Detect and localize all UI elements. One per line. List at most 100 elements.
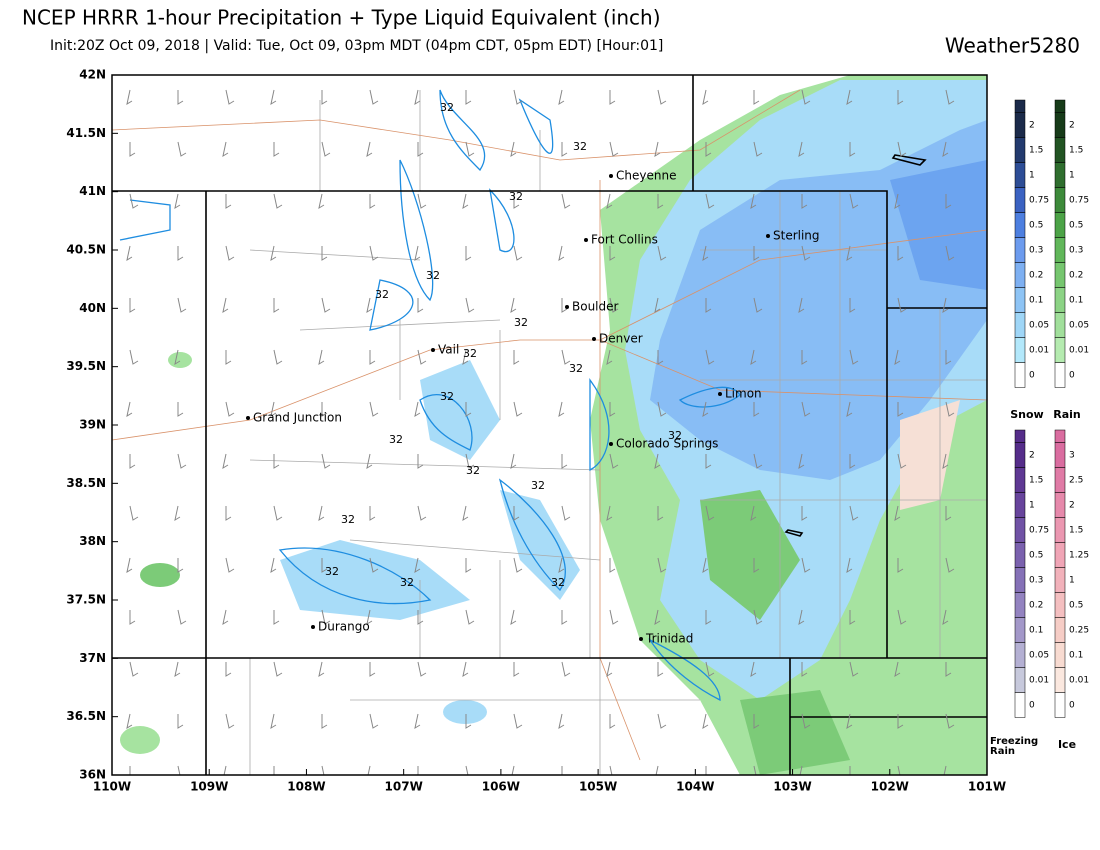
wind-barb xyxy=(750,505,757,522)
wind-barb xyxy=(705,610,712,625)
colorbar-tick: 2 xyxy=(1029,121,1035,131)
colorbar-cell xyxy=(1014,442,1026,468)
colorbar-tick: 3 xyxy=(1069,451,1075,461)
wind-barb xyxy=(846,401,853,418)
wind-barb xyxy=(273,193,283,209)
colorbar-cell xyxy=(1014,312,1026,338)
wind-barb xyxy=(273,349,283,365)
wind-barb xyxy=(366,141,373,158)
wind-barb xyxy=(705,661,715,677)
lat-label: 40N xyxy=(79,301,106,315)
wind-barb xyxy=(657,506,664,521)
colorbar-tick: 0.05 xyxy=(1029,651,1049,661)
wind-barb xyxy=(225,401,235,417)
wind-barb xyxy=(801,89,811,105)
wind-barb xyxy=(129,661,139,677)
city-label: Boulder xyxy=(572,300,619,314)
wind-barb xyxy=(318,661,325,678)
city-label: Trinidad xyxy=(645,632,693,646)
lat-label: 37N xyxy=(79,651,106,665)
contour-label: 32 xyxy=(400,576,414,589)
wind-barb xyxy=(561,298,568,313)
colorbar-tick: 0 xyxy=(1029,371,1035,381)
wind-barb xyxy=(753,246,760,261)
colorbar-cell xyxy=(1054,312,1066,338)
colorbar-tick: 0.75 xyxy=(1029,196,1049,206)
wind-barb xyxy=(513,713,523,729)
wind-barb xyxy=(897,402,904,417)
wind-barb xyxy=(798,453,805,470)
wind-barb xyxy=(849,142,856,157)
wind-barb xyxy=(849,505,859,521)
wind-barb xyxy=(798,297,805,314)
colorbar-tick: 0.3 xyxy=(1029,246,1043,256)
colorbar-cell xyxy=(1054,287,1066,313)
wind-barb xyxy=(129,505,139,521)
colorbar-tick: 1.25 xyxy=(1069,551,1089,561)
wind-barb xyxy=(657,194,664,209)
lon-label: 104W xyxy=(676,780,714,794)
wind-barb xyxy=(414,557,421,574)
city-dot xyxy=(584,238,588,242)
wind-barb xyxy=(945,350,952,365)
wind-barb xyxy=(177,714,184,729)
wind-barb xyxy=(225,350,232,365)
wind-barb xyxy=(558,401,565,418)
contour-label: 32 xyxy=(573,140,587,153)
wind-barb xyxy=(177,453,187,469)
contour-label: 32 xyxy=(426,269,440,282)
wind-barb xyxy=(897,558,904,573)
wind-barb xyxy=(367,765,371,775)
city-label: Limon xyxy=(725,387,762,401)
wind-barb xyxy=(897,453,907,469)
wind-barb xyxy=(945,89,955,105)
wind-barb xyxy=(606,661,613,678)
colorbar-tick: 1 xyxy=(1029,171,1035,181)
wind-barb xyxy=(849,454,856,469)
wind-barb xyxy=(609,141,619,157)
wind-barb xyxy=(849,298,856,313)
wind-barb xyxy=(273,505,283,521)
colorbar-cap xyxy=(1014,429,1026,443)
wind-barb xyxy=(750,349,757,366)
wind-barb xyxy=(801,506,808,521)
wind-barb xyxy=(799,765,803,775)
wind-barb xyxy=(897,297,907,313)
wind-barb xyxy=(417,454,424,469)
wind-barb xyxy=(945,194,952,209)
colorbar-tick: 0.01 xyxy=(1029,676,1049,686)
wind-barb xyxy=(705,349,715,365)
wind-barb xyxy=(462,349,469,366)
wind-barb xyxy=(417,349,427,365)
wind-barb xyxy=(462,505,469,522)
wind-barb xyxy=(369,194,376,209)
colorbar-cell xyxy=(1054,442,1066,468)
colorbar-tick: 0.01 xyxy=(1069,346,1089,356)
wind-barb xyxy=(366,609,373,626)
wind-barb xyxy=(465,609,475,625)
wind-barb xyxy=(513,506,520,521)
wind-barb xyxy=(750,193,757,210)
wind-barb xyxy=(705,454,712,469)
wind-barb xyxy=(270,401,277,418)
wind-barb xyxy=(801,194,808,209)
wind-barb xyxy=(513,245,523,261)
wind-barb xyxy=(561,454,568,469)
wind-barb xyxy=(849,766,851,775)
wind-barb xyxy=(609,246,616,261)
wind-barb xyxy=(846,89,853,106)
wind-barb xyxy=(273,454,280,469)
colorbar-label: Freezing Rain xyxy=(990,736,1038,757)
wind-barb xyxy=(942,453,949,470)
colorbar-cell xyxy=(1054,592,1066,618)
wind-barb xyxy=(561,505,571,521)
wind-barb xyxy=(465,297,475,313)
colorbar-cell xyxy=(1054,187,1066,213)
wind-barb xyxy=(943,765,947,775)
colorbar-cap xyxy=(1054,429,1066,443)
wind-barb xyxy=(225,662,232,677)
wind-barb xyxy=(753,558,760,573)
colorbar-tick: 0.01 xyxy=(1029,346,1049,356)
lat-label: 38N xyxy=(79,534,106,548)
